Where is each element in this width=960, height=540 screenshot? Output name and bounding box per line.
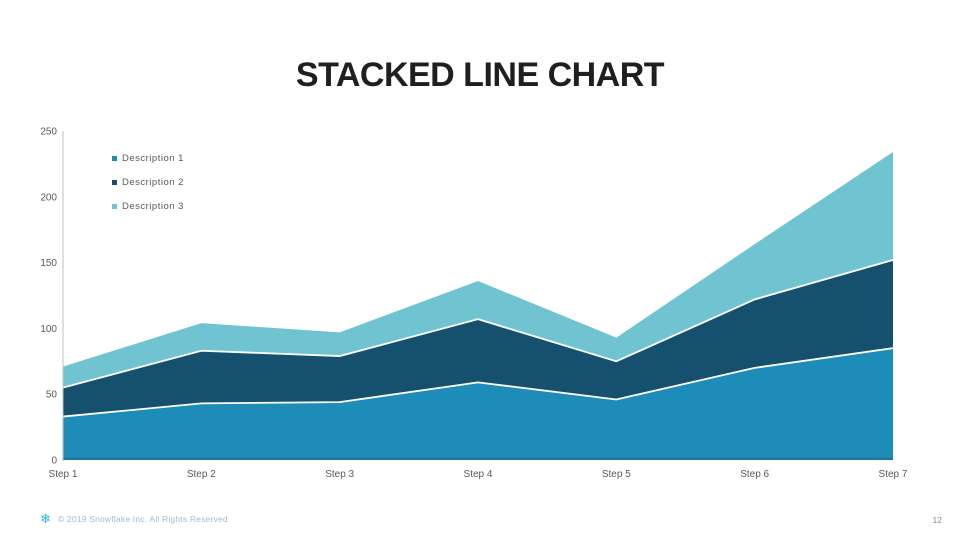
legend-swatch-icon	[112, 155, 117, 161]
legend-item-description-2: Description 2	[112, 170, 184, 194]
y-tick-label: 0	[51, 456, 57, 467]
legend-swatch-icon	[112, 179, 117, 185]
chart-legend: Description 1 Description 2 Description …	[112, 146, 184, 218]
legend-label: Description 3	[122, 200, 184, 212]
x-tick-label: Step 7	[879, 469, 908, 480]
series-separator-line	[62, 259, 894, 389]
snowflake-logo-icon: ❄	[40, 511, 51, 526]
x-tick-label: Step 5	[602, 469, 631, 480]
footer: ❄ © 2019 Snowflake Inc. All Rights Reser…	[40, 512, 228, 525]
x-tick-label: Step 4	[464, 469, 493, 480]
series-separator-line	[62, 347, 894, 418]
area-series-1	[63, 348, 893, 460]
y-tick-label: 200	[40, 192, 57, 203]
y-tick-label: 150	[40, 258, 57, 269]
x-tick-label: Step 3	[325, 469, 354, 480]
legend-label: Description 2	[122, 176, 184, 188]
area-series-3	[63, 152, 893, 388]
x-tick-label: Step 2	[187, 469, 216, 480]
legend-item-description-3: Description 3	[112, 194, 184, 218]
legend-swatch-icon	[112, 203, 117, 209]
y-tick-label: 50	[46, 390, 58, 401]
y-tick-label: 250	[40, 127, 57, 138]
x-tick-label: Step 1	[49, 469, 78, 480]
page-number: 12	[932, 515, 942, 525]
y-tick-label: 100	[40, 324, 57, 335]
legend-label: Description 1	[122, 152, 184, 164]
page-title: STACKED LINE CHART	[295, 56, 665, 94]
area-series-2	[63, 259, 893, 417]
x-tick-label: Step 6	[740, 469, 769, 480]
copyright-text: © 2019 Snowflake Inc. All Rights Reserve…	[57, 513, 228, 524]
legend-item-description-1: Description 1	[112, 146, 184, 170]
